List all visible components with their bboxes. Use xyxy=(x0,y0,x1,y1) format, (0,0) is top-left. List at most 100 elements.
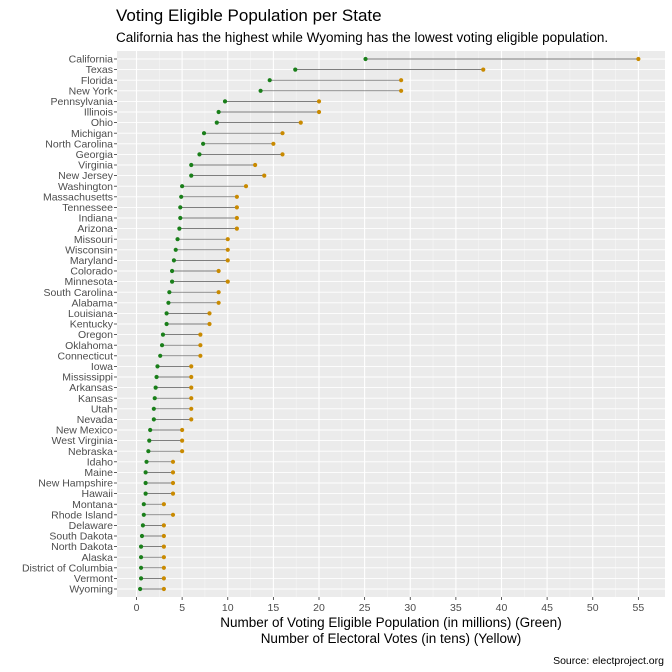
dumbbell-segments xyxy=(140,58,639,590)
x-tick-label: 30 xyxy=(404,602,416,614)
electoral-point xyxy=(161,502,166,507)
y-tick-label: Maryland xyxy=(70,255,113,267)
x-tick-label: 20 xyxy=(313,602,325,614)
data-points xyxy=(138,56,641,592)
y-tick-label: Virginia xyxy=(78,160,113,172)
electoral-point xyxy=(280,152,285,157)
electoral-point xyxy=(234,226,239,231)
y-tick-label: Pennsylvania xyxy=(51,96,114,108)
y-tick-label: Montana xyxy=(72,499,113,511)
electoral-point xyxy=(271,141,276,146)
y-tick-label: Tennessee xyxy=(62,202,113,214)
population-point xyxy=(180,184,185,189)
electoral-point xyxy=(170,491,176,496)
y-tick-label: District of Columbia xyxy=(22,562,113,574)
population-point xyxy=(197,152,202,157)
source-caption: Source: electproject.org xyxy=(553,655,664,667)
electoral-point xyxy=(225,279,230,284)
y-tick-label: Idaho xyxy=(87,456,113,468)
population-point xyxy=(146,449,151,454)
electoral-point xyxy=(170,512,176,517)
population-point xyxy=(166,300,171,305)
y-tick-label: Nevada xyxy=(77,414,113,426)
population-point xyxy=(144,459,149,464)
electoral-point xyxy=(298,120,303,125)
population-point xyxy=(189,162,194,168)
y-tick-label: New York xyxy=(69,85,114,97)
population-point xyxy=(143,470,148,475)
population-point xyxy=(189,173,194,178)
electoral-point xyxy=(636,56,641,62)
population-point xyxy=(167,290,172,295)
population-point xyxy=(363,56,368,62)
electoral-point xyxy=(481,67,486,72)
electoral-point xyxy=(316,109,322,115)
population-point xyxy=(143,480,148,486)
y-tick-label: Arkansas xyxy=(69,382,113,394)
population-point xyxy=(258,88,263,93)
population-point xyxy=(164,321,169,327)
electoral-point xyxy=(161,576,166,581)
electoral-point xyxy=(207,321,212,327)
y-tick-label: Hawaii xyxy=(81,488,113,500)
population-point xyxy=(155,364,160,369)
x-tick-label: 5 xyxy=(179,602,185,614)
y-tick-label: Colorado xyxy=(70,266,113,278)
y-tick-label: Alaska xyxy=(81,552,113,564)
y-tick-label: South Dakota xyxy=(49,531,113,543)
y-tick-label: Kansas xyxy=(78,393,113,405)
electoral-point xyxy=(180,449,185,454)
y-tick-label: Wyoming xyxy=(69,584,113,596)
y-tick-label: Vermont xyxy=(74,573,113,585)
electoral-point xyxy=(189,406,194,411)
electoral-point xyxy=(234,205,239,210)
population-point xyxy=(173,247,178,252)
electoral-point xyxy=(189,417,194,422)
electoral-point xyxy=(225,237,230,242)
x-tick-label: 0 xyxy=(134,602,140,614)
y-tick-label: Nebraska xyxy=(68,446,113,458)
y-tick-label: West Virginia xyxy=(52,435,114,447)
y-tick-label: Rhode Island xyxy=(51,509,113,521)
electoral-point xyxy=(234,215,239,221)
electoral-point xyxy=(243,184,249,189)
population-point xyxy=(141,502,146,507)
population-point xyxy=(138,565,144,570)
population-point xyxy=(158,353,163,358)
electoral-point xyxy=(189,396,194,401)
electoral-point xyxy=(198,353,203,358)
y-tick-label: Louisiana xyxy=(68,308,113,320)
grid-lines xyxy=(117,51,665,597)
y-tick-label: Michigan xyxy=(71,128,113,140)
population-point xyxy=(267,78,272,83)
y-tick-label: New Hampshire xyxy=(38,478,113,490)
electoral-point xyxy=(234,194,239,199)
x-tick-label: 40 xyxy=(496,602,508,614)
electoral-point xyxy=(399,88,404,93)
y-tick-label: Illinois xyxy=(84,107,113,119)
electoral-point xyxy=(161,523,166,528)
electoral-point xyxy=(207,311,212,316)
y-tick-label: Washington xyxy=(58,181,113,193)
population-point xyxy=(214,120,219,125)
x-axis-ticks: 0 5 10 15 20 25 30 35 40 45 50 55 xyxy=(134,597,644,614)
population-point xyxy=(293,67,298,72)
electoral-point xyxy=(170,470,176,475)
electoral-point xyxy=(216,268,221,274)
population-point xyxy=(151,406,156,411)
y-tick-label: Delaware xyxy=(69,520,114,532)
y-tick-label: Missouri xyxy=(74,234,113,246)
x-tick-label: 45 xyxy=(541,602,553,614)
y-tick-label: South Carolina xyxy=(44,287,114,299)
x-axis-title-line1: Number of Voting Eligible Population (in… xyxy=(220,615,561,630)
population-point xyxy=(152,396,157,401)
y-tick-label: Georgia xyxy=(76,149,114,161)
x-tick-label: 50 xyxy=(587,602,599,614)
electoral-point xyxy=(262,173,267,178)
y-tick-label: Wisconsin xyxy=(65,244,113,256)
electoral-point xyxy=(161,586,166,592)
electoral-point xyxy=(170,480,176,486)
x-tick-label: 35 xyxy=(450,602,462,614)
x-tick-label: 25 xyxy=(359,602,371,614)
